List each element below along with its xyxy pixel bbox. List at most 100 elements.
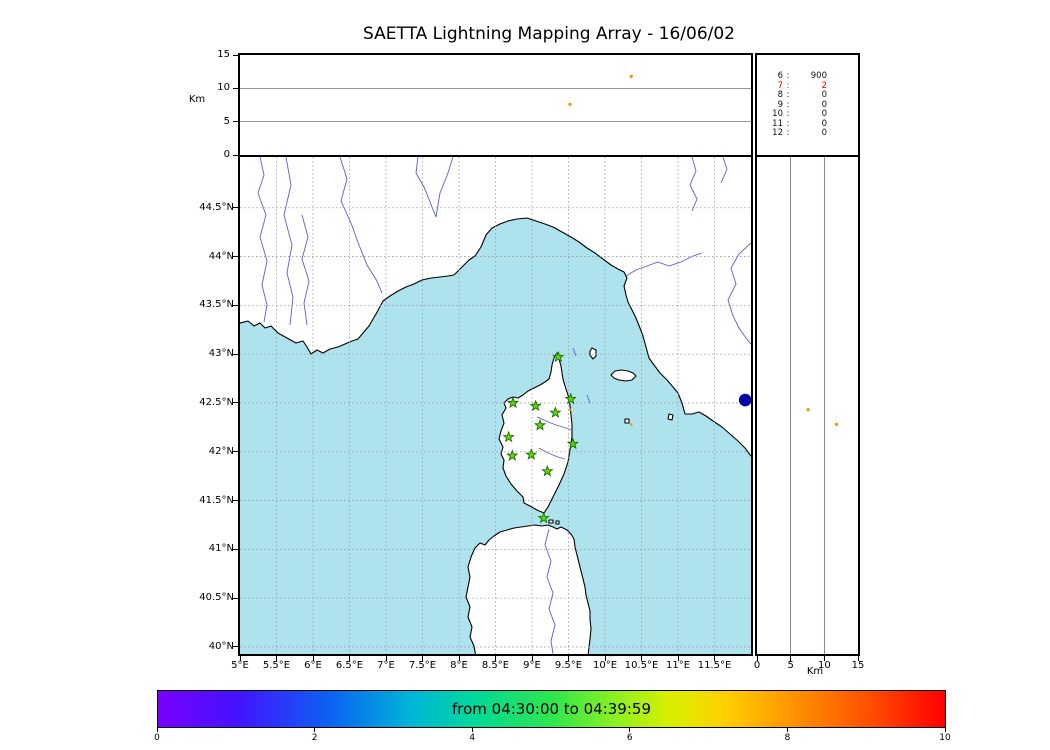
station-star-marker bbox=[506, 449, 519, 461]
lon-tick bbox=[312, 656, 314, 661]
source-count-cell: : bbox=[786, 90, 790, 100]
altitude-axis-label-bottom: Km bbox=[806, 666, 824, 677]
source-dot bbox=[629, 423, 633, 426]
colorbar-tick-label: 4 bbox=[469, 733, 476, 743]
lon-tick-label: 11.5°E bbox=[697, 660, 732, 671]
river bbox=[727, 242, 751, 345]
map-gridlines bbox=[240, 157, 751, 654]
station-star-marker bbox=[564, 392, 577, 405]
lon-tick-label: 11°E bbox=[665, 660, 691, 671]
mainland-coastline bbox=[240, 157, 751, 457]
source-count-cell: 2 bbox=[821, 80, 827, 91]
source-count-row: 10: 0 bbox=[767, 109, 858, 120]
altitude-gridlines bbox=[790, 157, 825, 654]
lat-tick-label: 44.5°N bbox=[199, 201, 234, 213]
lon-tick bbox=[495, 656, 496, 661]
alt-tick-label: 5 bbox=[787, 660, 794, 671]
lat-tick bbox=[233, 451, 238, 453]
source-count-row: 8: 0 bbox=[767, 90, 858, 101]
lat-tick-label: 40.5°N bbox=[199, 592, 234, 604]
source-count-cell: 7 bbox=[777, 80, 783, 91]
lon-tick-label: 6°E bbox=[304, 660, 322, 671]
station-star-marker bbox=[566, 437, 579, 450]
alt-tick-label: 15 bbox=[851, 660, 865, 671]
alt-tick bbox=[233, 54, 238, 56]
lat-tick bbox=[233, 353, 238, 355]
colorbar-tick-label: 8 bbox=[784, 733, 791, 743]
lon-tick-label: 8.5°E bbox=[481, 660, 510, 671]
lat-tick-label: 42°N bbox=[208, 445, 234, 457]
station-star-marker bbox=[541, 464, 554, 477]
rivers bbox=[257, 157, 751, 654]
river bbox=[544, 528, 556, 654]
river bbox=[301, 214, 310, 326]
alt-tick bbox=[233, 121, 238, 123]
station-star-marker bbox=[525, 448, 538, 460]
lon-tick-label: 5°E bbox=[231, 660, 249, 671]
river bbox=[536, 416, 572, 431]
large-source-point bbox=[738, 393, 751, 407]
station-star-marker bbox=[506, 396, 520, 409]
station-star-marker bbox=[529, 399, 542, 412]
source-dot bbox=[629, 74, 633, 78]
lat-tick bbox=[233, 548, 238, 550]
lon-tick bbox=[349, 656, 350, 661]
lon-tick bbox=[422, 656, 423, 661]
elba-island bbox=[610, 369, 637, 382]
altitude-latitude-panel bbox=[755, 155, 860, 656]
lon-tick bbox=[568, 656, 569, 661]
lon-tick-label: 10°E bbox=[592, 660, 618, 671]
colorbar-tick bbox=[629, 728, 631, 732]
lat-tick bbox=[233, 256, 238, 258]
colorbar-tick bbox=[314, 728, 316, 732]
source-count-cell: 0 bbox=[821, 128, 827, 138]
lat-tick bbox=[233, 207, 238, 209]
lon-tick bbox=[531, 656, 533, 661]
lon-tick-label: 10.5°E bbox=[624, 660, 659, 671]
source-count-row: 6: 900 bbox=[767, 71, 858, 82]
altitude-longitude-panel bbox=[238, 53, 753, 157]
colorbar-tick-label: 0 bbox=[154, 733, 160, 743]
lat-tick-label: 41°N bbox=[208, 543, 234, 555]
alt-tick bbox=[233, 154, 238, 156]
source-count-cell: : bbox=[786, 71, 790, 81]
source-count-cell: 0 bbox=[821, 118, 827, 129]
colorbar-tick bbox=[944, 728, 946, 732]
source-count-cell: 11 bbox=[772, 118, 783, 129]
time-colorbar: from 04:30:00 to 04:39:59 bbox=[157, 690, 946, 728]
colorbar-tick-label: 6 bbox=[626, 733, 633, 743]
lon-tick bbox=[276, 656, 277, 661]
river bbox=[689, 157, 728, 212]
altitude-latitude-plot bbox=[790, 157, 839, 654]
lat-tick-label: 44°N bbox=[208, 250, 234, 262]
station-star-marker bbox=[552, 350, 565, 363]
alt-tick-label: 5 bbox=[223, 115, 230, 127]
time-range-label: from 04:30:00 to 04:39:59 bbox=[451, 700, 651, 718]
page-title: SAETTA Lightning Mapping Array - 16/06/0… bbox=[363, 24, 735, 44]
source-dot bbox=[568, 102, 572, 106]
source-counts-panel: 6: 900 7: 2 8: 0 9: 0 10: 0 11: 0 12: 0 bbox=[755, 53, 860, 157]
map-panel bbox=[238, 155, 753, 656]
lon-tick-label: 7°E bbox=[377, 660, 395, 671]
source-dot bbox=[834, 422, 839, 427]
sardinia-island bbox=[465, 524, 592, 654]
alt-tick bbox=[823, 656, 825, 661]
altitude-axis-label: Km bbox=[188, 94, 206, 105]
colorbar-tick bbox=[786, 728, 788, 732]
source-count-cell: 9 bbox=[777, 99, 783, 110]
source-dot bbox=[568, 408, 572, 412]
river bbox=[538, 447, 566, 460]
lon-tick bbox=[714, 656, 715, 661]
colorbar-tick bbox=[471, 728, 473, 732]
alt-tick-label: 10 bbox=[217, 82, 230, 94]
lon-tick bbox=[677, 656, 679, 661]
map-plot bbox=[240, 157, 751, 654]
alt-tick-label: 10 bbox=[817, 660, 831, 671]
alt-tick-label: 15 bbox=[217, 49, 230, 60]
source-count-cell: 0 bbox=[821, 90, 827, 100]
lon-tick bbox=[641, 656, 642, 661]
station-star-marker bbox=[549, 406, 562, 418]
source-count-cell: 0 bbox=[821, 109, 827, 119]
source-count-cell: 0 bbox=[821, 99, 827, 110]
source-count-cell: : bbox=[786, 99, 790, 110]
